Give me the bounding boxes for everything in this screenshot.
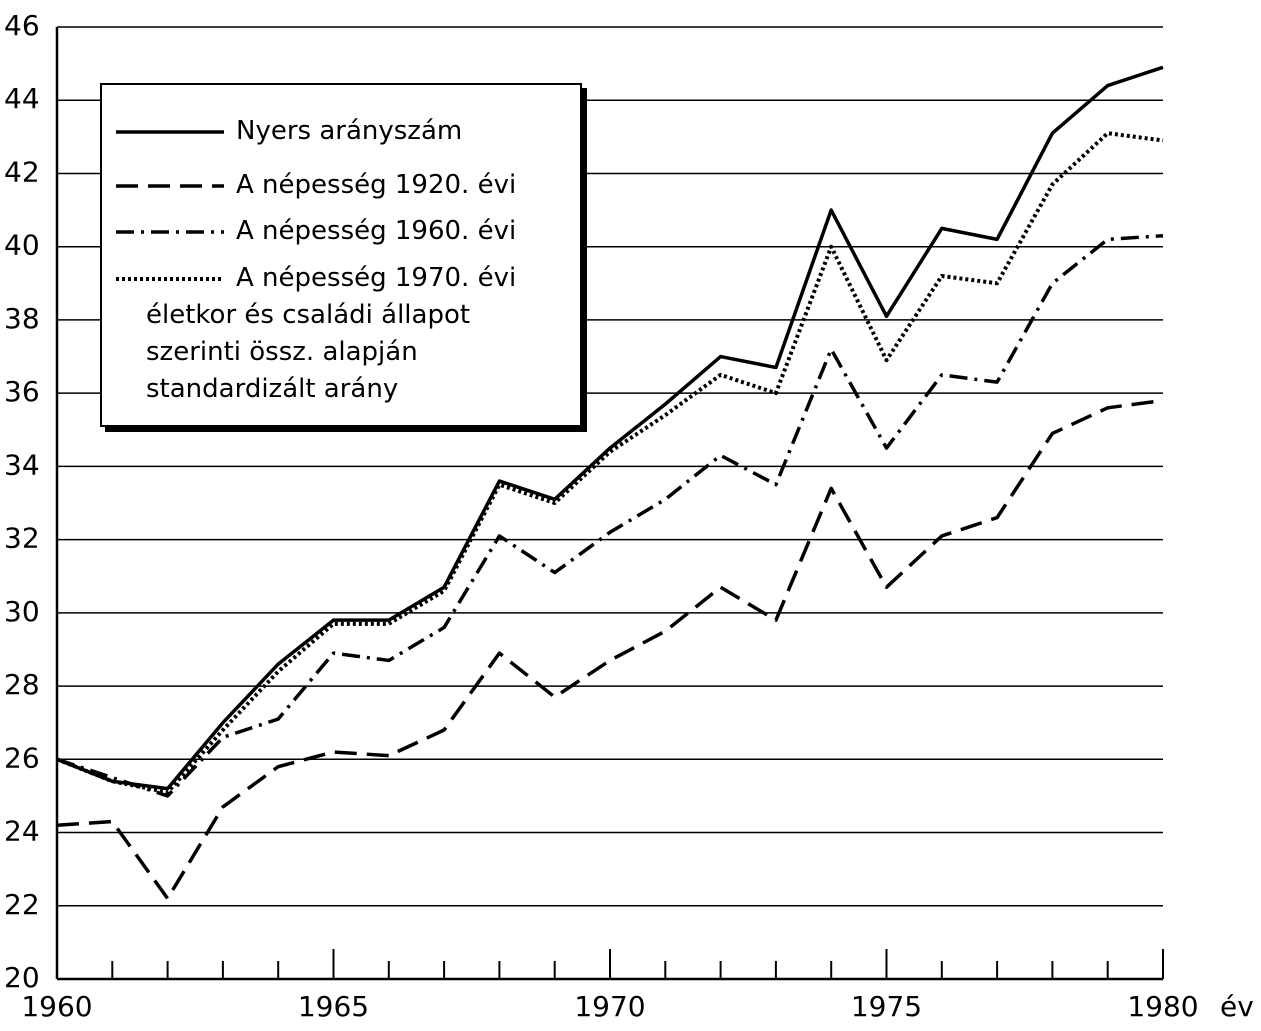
x-tick-label: 1960 [21, 990, 92, 1023]
legend: Nyers arányszám A népesség 1920. évi A nép… [100, 83, 582, 427]
legend-swatch [116, 184, 224, 188]
y-tick-label: 26 [4, 741, 40, 774]
legend-label: A népesség 1960. évi [236, 216, 517, 246]
series-line [56, 131, 1164, 795]
legend-entry: Nyers arányszám [116, 113, 462, 150]
y-tick-label: 28 [4, 668, 40, 701]
x-tick-label: 1975 [851, 990, 922, 1023]
x-axis-label: év [1220, 990, 1254, 1023]
y-tick-label: 30 [4, 595, 40, 628]
legend-entry: A népesség 1920. évi [116, 167, 516, 204]
x-tick-label: 1970 [574, 990, 645, 1023]
series-line [56, 65, 1164, 791]
y-tick-label: 40 [4, 229, 40, 262]
y-tick-label: 32 [4, 522, 40, 555]
y-tick-label: 22 [4, 888, 40, 921]
legend-label: A népesség 1970. évi életkor és családi … [146, 263, 517, 404]
y-tick-label: 46 [4, 9, 40, 42]
y-tick-label: 34 [4, 448, 40, 481]
series-line [56, 398, 1164, 901]
y-tick-label: 36 [4, 375, 40, 408]
y-tick-label: 38 [4, 302, 40, 335]
legend-label: A népesség 1920. évi [236, 170, 517, 200]
y-tick-label: 24 [4, 815, 40, 848]
legend-swatch [116, 230, 224, 234]
series-line [56, 233, 1164, 798]
legend-entry: A népesség 1960. évi [116, 213, 516, 250]
x-tick-label: 1965 [298, 990, 369, 1023]
legend-entry: A népesség 1970. évi életkor és családi … [116, 260, 516, 408]
y-tick-label: 44 [4, 82, 40, 115]
y-tick-label: 20 [4, 961, 40, 994]
x-tick-label: 1980 [1127, 990, 1198, 1023]
y-tick-label: 42 [4, 155, 40, 188]
legend-swatch [116, 130, 224, 134]
legend-label: Nyers arányszám [236, 116, 463, 146]
legend-swatch [116, 277, 224, 281]
